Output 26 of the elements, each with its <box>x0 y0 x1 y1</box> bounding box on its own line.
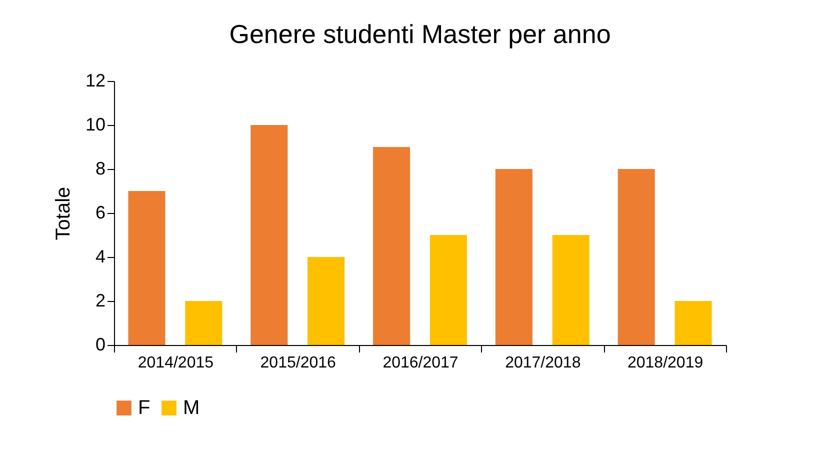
chart-title: Genere studenti Master per anno <box>229 19 611 49</box>
bar <box>674 301 712 345</box>
y-tick-label: 2 <box>95 290 106 310</box>
bar <box>495 169 532 345</box>
y-tick-label: 10 <box>85 114 106 134</box>
bar <box>373 147 410 345</box>
y-axis-title: Totale <box>52 186 74 240</box>
legend-label: F <box>138 397 150 419</box>
y-tick-label: 0 <box>95 334 106 354</box>
x-tick-label: 2015/2016 <box>260 354 336 372</box>
y-tick-label: 12 <box>85 70 106 90</box>
bar <box>618 169 655 345</box>
bar <box>552 235 590 345</box>
x-tick-label: 2014/2015 <box>138 354 214 372</box>
y-tick-label: 6 <box>95 202 106 222</box>
bar <box>250 125 288 345</box>
y-tick-label: 4 <box>95 246 106 266</box>
x-tick-label: 2018/2019 <box>627 354 704 372</box>
x-tick-label: 2017/2018 <box>505 354 581 372</box>
bar <box>308 257 345 345</box>
x-tick-label: 2016/2017 <box>382 354 458 372</box>
y-tick-label: 8 <box>95 158 106 178</box>
bar <box>430 235 467 345</box>
bar <box>128 191 166 345</box>
bar <box>185 301 222 345</box>
legend-label: M <box>183 397 200 419</box>
